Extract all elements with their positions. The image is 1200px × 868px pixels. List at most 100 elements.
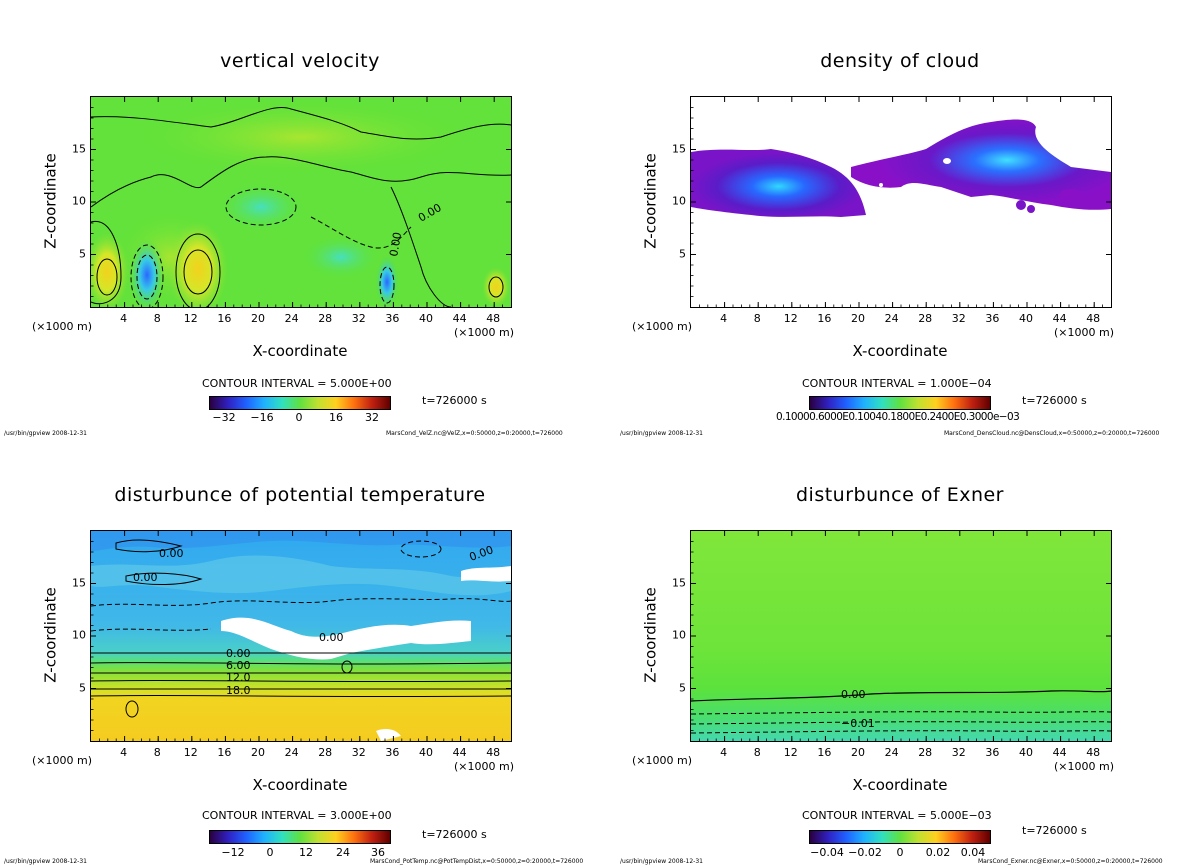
colorbar-label: 0.02 [925, 846, 951, 859]
time-label: t=726000 s [422, 394, 487, 407]
x-tick-label: 44 [1052, 312, 1067, 325]
time-label: t=726000 s [1022, 824, 1087, 837]
x-unit-label: (×1000 m) [632, 320, 693, 333]
footer-right: MarsCond_Exner.nc@Exner,x=0:50000,z=0:20… [978, 858, 1163, 865]
x-unit-label-right: (×1000 m) [454, 760, 515, 773]
x-unit-label: (×1000 m) [32, 320, 93, 333]
x-axis-label: X-coordinate [252, 342, 348, 360]
x-tick-label: 8 [753, 312, 761, 325]
x-tick-label: 4 [120, 312, 128, 325]
panel-exner: disturbunce of Exner Z-coordinate [600, 434, 1200, 868]
x-axis-label: X-coordinate [852, 342, 948, 360]
x-tick-label: 32 [351, 312, 366, 325]
x-tick-label: 32 [951, 312, 966, 325]
x-unit-label-right: (×1000 m) [454, 326, 515, 339]
x-tick-label: 48 [486, 312, 501, 325]
y-tick-label: 5 [679, 681, 686, 694]
plot-area: 0.00 0.00 0.00 0.00 0.00 6.00 12.0 18.0 [90, 530, 512, 742]
x-tick-label: 44 [452, 746, 467, 759]
footer-right: MarsCond_DensCloud.nc@DensCloud,x=0:5000… [944, 430, 1160, 437]
contour-interval: CONTOUR INTERVAL = 5.000E+00 [202, 377, 392, 390]
x-tick-label: 36 [985, 312, 1000, 325]
y-axis-label: Z-coordinate [41, 587, 60, 683]
contour-label: 6.00 [226, 659, 251, 672]
x-tick-label: 28 [918, 312, 933, 325]
x-tick-label: 32 [951, 746, 966, 759]
x-tick-label: 20 [251, 746, 265, 759]
contour-label: 0.00 [133, 571, 158, 584]
colorbar-label: −12 [221, 846, 245, 859]
x-tick-label: 28 [918, 746, 933, 759]
x-axis-label: X-coordinate [252, 776, 348, 794]
y-tick-label: 10 [72, 628, 86, 642]
x-tick-label: 12 [183, 312, 198, 325]
x-tick-label: 12 [783, 746, 798, 759]
colorbar [809, 830, 991, 844]
colorbar-label: 0 [896, 846, 904, 859]
x-tick-label: 4 [720, 312, 728, 325]
plot-area: 0.00 −0.01 [690, 530, 1112, 742]
x-tick-label: 28 [318, 312, 333, 325]
colorbar-label: −0.02 [848, 846, 882, 859]
footer-left: /usr/bin/gpview 2008-12-31 [620, 430, 703, 437]
colorbar-label: −16 [250, 411, 274, 424]
colorbar [209, 830, 391, 844]
y-tick-label: 15 [672, 576, 686, 589]
exner-field: 0.00 −0.01 [691, 531, 1111, 741]
colorbar-label: 0 [295, 411, 303, 424]
contour-interval: CONTOUR INTERVAL = 1.000E−04 [802, 377, 992, 390]
contour-label: 0.00 [387, 231, 404, 257]
x-tick-label: 20 [851, 746, 865, 759]
contour-label: 0.00 [226, 647, 251, 660]
contour-label: 12.0 [226, 671, 251, 684]
contour-interval: CONTOUR INTERVAL = 3.000E+00 [202, 809, 392, 822]
colorbar-labels: 0.10000.6000E0.10040.1800E0.2400E0.3000e… [776, 411, 1020, 423]
contour-label: 18.0 [226, 684, 251, 697]
x-tick-label: 20 [851, 312, 865, 325]
y-tick-label: 10 [72, 194, 86, 208]
y-tick-label: 15 [72, 576, 86, 589]
contour-label: 0.00 [319, 631, 344, 644]
colorbar-label: −0.04 [810, 846, 844, 859]
x-tick-label: 28 [318, 746, 333, 759]
x-unit-label: (×1000 m) [632, 754, 693, 767]
x-tick-label: 24 [884, 312, 899, 325]
plot-area: 0.00 0.00 [90, 96, 512, 308]
contour-label: 0.00 [159, 547, 184, 560]
y-tick-label: 15 [672, 142, 686, 155]
y-axis-label: Z-coordinate [41, 153, 60, 249]
panel-title: disturbunce of potential temperature [114, 484, 486, 506]
x-tick-label: 44 [1052, 746, 1067, 759]
x-tick-label: 16 [217, 312, 232, 325]
colorbar-label: 0.04 [960, 846, 986, 859]
x-tick-label: 36 [985, 746, 1000, 759]
x-tick-label: 16 [817, 312, 832, 325]
x-tick-label: 48 [1086, 312, 1101, 325]
footer-left: /usr/bin/gpview 2008-12-31 [4, 430, 87, 437]
x-tick-label: 4 [120, 746, 128, 759]
x-unit-label: (×1000 m) [32, 754, 93, 767]
x-axis-label: X-coordinate [852, 776, 948, 794]
y-axis-label: Z-coordinate [641, 587, 660, 683]
panel-title: disturbunce of Exner [795, 484, 1004, 506]
colorbar-label: 32 [365, 411, 379, 424]
footer-left: /usr/bin/gpview 2008-12-31 [4, 858, 87, 865]
y-tick-label: 15 [72, 142, 86, 155]
x-tick-label: 36 [385, 746, 400, 759]
colorbar-label: −32 [212, 411, 236, 424]
footer-right: MarsCond_PotTemp.nc@PotTempDist,x=0:5000… [370, 858, 584, 865]
time-label: t=726000 s [422, 828, 487, 841]
y-tick-label: 5 [79, 681, 86, 694]
y-tick-label: 5 [79, 247, 86, 260]
colorbar-label: 12 [299, 846, 313, 859]
x-tick-label: 40 [1019, 312, 1033, 325]
x-tick-label: 24 [884, 746, 899, 759]
x-tick-label: 48 [486, 746, 501, 759]
x-tick-label: 44 [452, 312, 467, 325]
panel-vertical-velocity: vertical velocity Z-coordinate [0, 0, 600, 437]
panel-title: density of cloud [820, 50, 980, 72]
x-tick-label: 4 [720, 746, 728, 759]
contour-label: −0.01 [841, 717, 875, 730]
x-tick-label: 16 [817, 746, 832, 759]
colorbar-label: 16 [329, 411, 343, 424]
